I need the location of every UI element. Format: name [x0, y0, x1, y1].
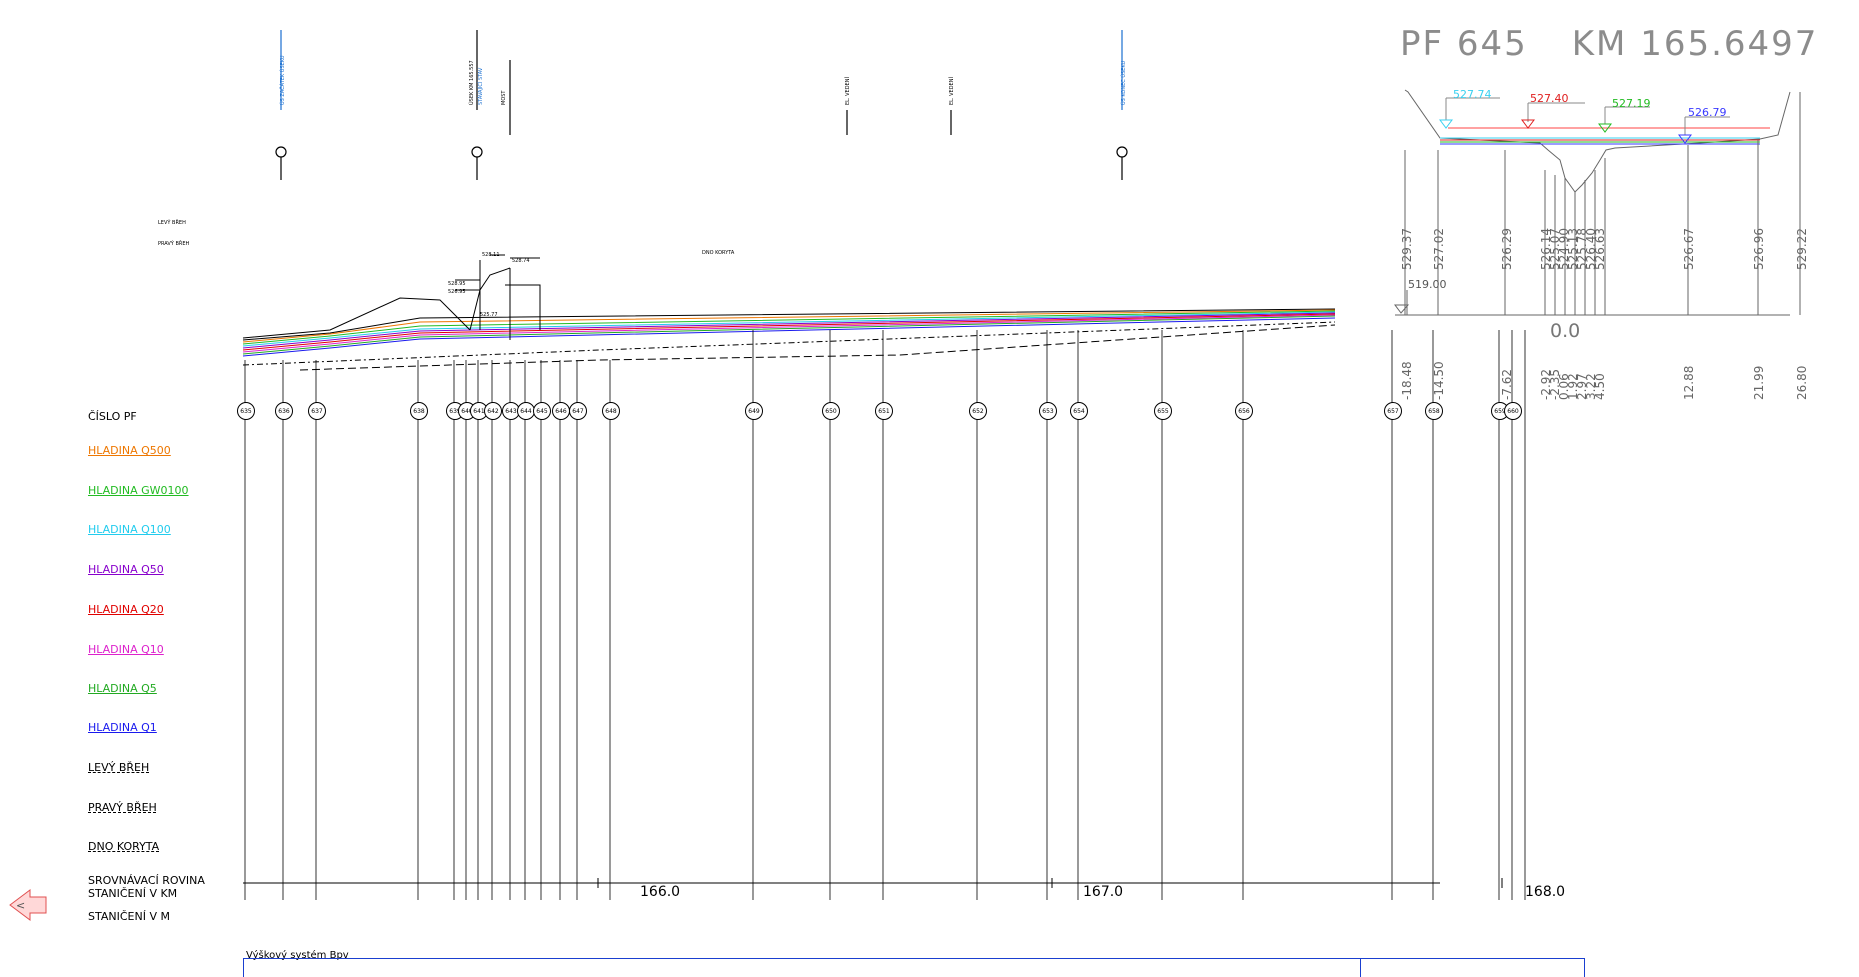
- row-label-q10: HLADINA Q10: [88, 643, 164, 656]
- cross-section-elevation: 527.02: [1432, 228, 1446, 270]
- row-label-q50: HLADINA Q50: [88, 563, 164, 576]
- profile-number-circle: 648: [602, 402, 620, 420]
- svg-text:MOST: MOST: [501, 90, 507, 105]
- svg-text:STÁVAJÍCÍ STAV: STÁVAJÍCÍ STAV: [477, 67, 484, 105]
- profile-number-circle: 649: [745, 402, 763, 420]
- profile-lines: [242, 254, 1336, 371]
- row-label-q1: HLADINA Q1: [88, 721, 157, 734]
- profile-number-circle: 646: [552, 402, 570, 420]
- profile-number-circle: 651: [875, 402, 893, 420]
- svg-text:528.74: 528.74: [512, 258, 530, 264]
- profile-number-circle: 636: [275, 402, 293, 420]
- cross-section-offset: 26.80: [1795, 365, 1809, 400]
- row-label-datum: SROVNÁVACÍ ROVINA: [88, 874, 205, 887]
- profile-number-circle: 645: [533, 402, 551, 420]
- cross-section-elevation: 526.29: [1500, 228, 1514, 270]
- water-level-label-1: 527.74: [1453, 88, 1492, 101]
- row-label-gw0100: HLADINA GW0100: [88, 484, 189, 497]
- profile-number-circle: 658: [1425, 402, 1443, 420]
- water-level-label-2: 527.40: [1530, 92, 1569, 105]
- svg-text:528.95: 528.95: [448, 281, 466, 287]
- cross-section-elevation: 529.22: [1795, 228, 1809, 270]
- water-level-label-4: 526.79: [1688, 106, 1727, 119]
- svg-text:ÚS ZAČÁTEK ÚSEKU: ÚS ZAČÁTEK ÚSEKU: [279, 55, 286, 105]
- profile-number-circle: 638: [410, 402, 428, 420]
- profile-number-circle: 642: [484, 402, 502, 420]
- row-label-station-km: STANIČENÍ V KM: [88, 887, 178, 900]
- svg-text:EL. VEDENÍ: EL. VEDENÍ: [844, 77, 851, 105]
- row-label-q20: HLADINA Q20: [88, 603, 164, 616]
- profile-number-circle: 653: [1039, 402, 1057, 420]
- profile-number-circle: 650: [822, 402, 840, 420]
- profile-number-circle: 655: [1154, 402, 1172, 420]
- svg-text:<: <: [16, 899, 25, 912]
- profile-number-circle: 647: [569, 402, 587, 420]
- svg-text:ÚS KONEC ÚSEKU: ÚS KONEC ÚSEKU: [1120, 61, 1127, 105]
- svg-text:LEVÝ BŘEH: LEVÝ BŘEH: [158, 218, 186, 226]
- vertical-system-label: Výškový systém Bpv: [246, 950, 349, 961]
- cross-section-offset: -18.48: [1400, 361, 1414, 400]
- svg-text:528.11: 528.11: [482, 252, 500, 258]
- cross-section-elevation: 526.96: [1752, 228, 1766, 270]
- cross-section-offset: 12.88: [1682, 365, 1696, 400]
- row-label-q500: HLADINA Q500: [88, 444, 171, 457]
- cross-section-panel: [1394, 89, 1791, 316]
- km-tick-marks: [597, 878, 1503, 888]
- svg-text:526.95: 526.95: [448, 289, 466, 295]
- profile-number-circle: 656: [1235, 402, 1253, 420]
- km-title: KM 165.6497: [1571, 24, 1819, 64]
- reference-level-label: 519.00: [1408, 278, 1447, 291]
- profile-number-circle: 637: [308, 402, 326, 420]
- cross-section-elevation: 526.63: [1593, 228, 1607, 270]
- row-label-q5: HLADINA Q5: [88, 682, 157, 695]
- profile-number-circle: 660: [1504, 402, 1522, 420]
- station-grid: [244, 330, 1526, 900]
- profile-number-title: PF 645: [1400, 24, 1528, 64]
- svg-text:ÚSEK KM 165.557: ÚSEK KM 165.557: [468, 60, 475, 105]
- svg-text:PRAVÝ BŘEH: PRAVÝ BŘEH: [158, 239, 190, 247]
- svg-text:EL. VEDENÍ: EL. VEDENÍ: [948, 77, 955, 105]
- km-label-166: 166.0: [640, 884, 681, 900]
- km-label-167: 167.0: [1083, 884, 1124, 900]
- row-label-left-bank: LEVÝ BŘEH: [88, 761, 150, 774]
- km-label-168: 168.0: [1525, 884, 1566, 900]
- profile-number-circle: 635: [237, 402, 255, 420]
- footer-frame: [243, 958, 1585, 977]
- row-label-right-bank: PRAVÝ BŘEH: [88, 801, 157, 814]
- cross-section-elevation-ticks: [1404, 92, 1801, 315]
- cross-section-offset: -7.62: [1500, 368, 1514, 400]
- structure-annotations: ÚS ZAČÁTEK ÚSEKU ÚSEK KM 165.557 STÁVAJÍ…: [279, 55, 1127, 105]
- profile-number-circle: 657: [1384, 402, 1402, 420]
- cross-section-offset: 21.99: [1752, 365, 1766, 400]
- profile-number-circle: 654: [1070, 402, 1088, 420]
- cross-section-title: PF 645 KM 165.6497: [1400, 24, 1859, 64]
- row-label-q100: HLADINA Q100: [88, 523, 171, 536]
- svg-text:DNO KORYTA: DNO KORYTA: [702, 250, 735, 256]
- previous-sheet-arrow-icon[interactable]: <: [8, 888, 48, 922]
- profile-number-circle: 652: [969, 402, 987, 420]
- row-label-profile-number: ČÍSLO PF: [88, 410, 137, 423]
- svg-text:525.77: 525.77: [480, 312, 498, 318]
- footer-divider: [1360, 958, 1361, 977]
- cross-section-offset: -14.50: [1432, 361, 1446, 400]
- axis-zero-label: 0.0: [1550, 320, 1581, 342]
- row-label-station-m: STANIČENÍ V M: [88, 910, 170, 923]
- cross-section-elevation: 529.37: [1400, 228, 1414, 270]
- row-label-channel-bottom: DNO KORYTA: [88, 840, 160, 853]
- cross-section-offset: 4.50: [1593, 373, 1607, 400]
- structure-markers: [275, 30, 1128, 180]
- water-level-label-3: 527.19: [1612, 97, 1651, 110]
- cross-section-elevation: 526.67: [1682, 228, 1696, 270]
